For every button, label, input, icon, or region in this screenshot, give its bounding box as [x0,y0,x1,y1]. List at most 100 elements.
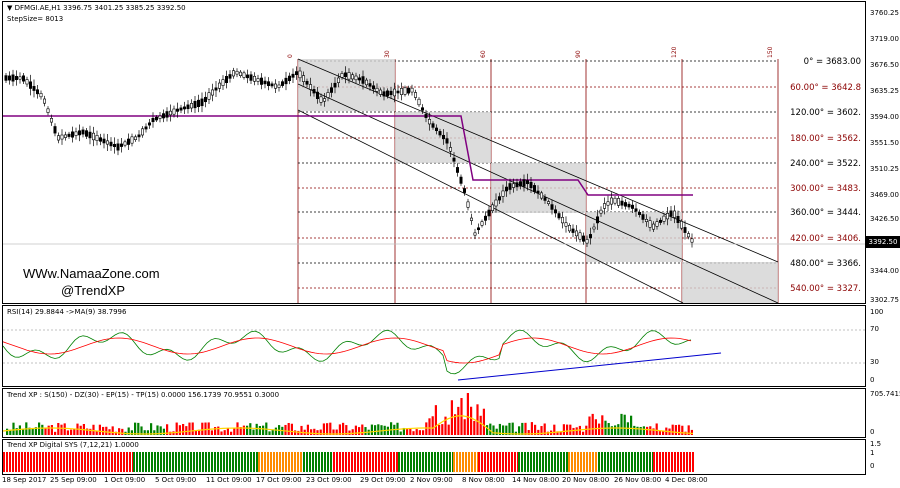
gann-level-label: 360.00° = 3444. [790,208,861,218]
digital-bar [42,452,44,472]
price-chart-panel[interactable]: 0 30 60 90 120 150 0° = 3683.00 60.00° = 3642.8… [2,1,866,304]
trendxp-bar [15,428,18,435]
candle-body [137,134,141,138]
trendxp-bar [434,405,437,435]
time-cycle-label: 60 [480,50,487,58]
trendxp-bar [492,425,495,435]
candle-body [557,213,561,219]
trendxp-bar [511,422,514,435]
digital-bar [378,452,380,472]
candle-body [266,81,270,86]
candle-body [81,129,85,135]
digital-bar [566,452,568,472]
rsi-canvas [3,329,865,381]
trendxp-bar [294,430,297,435]
candle-body [532,185,536,192]
digital-bar [81,452,83,472]
digital-bar [3,452,5,472]
digital-bar [229,452,231,472]
rsi-panel[interactable]: RSI(14) 29.8844 ->MA(9) 38.7996 [2,305,866,387]
digital-bar [285,452,287,472]
time-axis-label: 14 Nov 08:00 [512,476,560,484]
trendxp-bar [390,422,393,435]
digital-bar [279,452,281,472]
digital-bar [607,452,609,472]
digital-bar [282,452,284,472]
candle-body [186,104,190,110]
trendxp-bar [73,428,76,435]
digital-bar [75,452,77,472]
trendxp-bar [406,428,409,435]
trendxp-bar [230,431,233,435]
digital-bar [214,452,216,472]
digital-bar [142,452,144,472]
price-axis-label: 3302.75 [870,296,899,304]
trendxp-bar [681,425,684,435]
digital-bar [610,452,612,472]
dropdown-triangle-icon[interactable]: ▼ [7,4,13,12]
digital-bar [330,452,332,472]
candle-body [385,90,389,97]
digital-bar [372,452,374,472]
trendxp-bar [188,422,191,435]
trendxp-bar [57,423,60,435]
digital-bar [321,452,323,472]
candle-body [462,188,466,193]
trendxp-bar [636,426,639,435]
rsi-axis-30: 30 [870,358,879,366]
digital-bar [105,452,107,472]
digital-bar [692,452,694,472]
trendxp-panel[interactable]: Trend XP : S(150) - DZ(30) - EP(15) - TP… [2,388,866,438]
digital-bar [309,452,311,472]
trendxp-bar [335,429,338,435]
digital-bar [563,452,565,472]
digital-bar [303,452,305,472]
digital-bar [99,452,101,472]
trendxp-bar [166,424,169,435]
candle-body [501,190,505,197]
digital-bar [689,452,691,472]
digital-bar [490,452,492,472]
candle-body [375,87,379,92]
candle-body [28,81,32,89]
digital-bar [250,452,252,472]
trendxp-bar [354,425,357,435]
digital-bar [60,452,62,472]
digital-bar [288,452,290,472]
candle-body [326,92,330,98]
trendxp-bar [690,429,693,435]
digital-bar [478,452,480,472]
trendxp-bar [498,423,501,435]
digital-bar [126,452,128,472]
digital-bar [514,452,516,472]
time-axis-label: 11 Oct 09:00 [206,476,252,484]
digital-bar [244,452,246,472]
digital-bar [369,452,371,472]
trendxp-bar [649,426,652,435]
price-axis-label: 3676.50 [870,61,899,69]
candle-body [294,71,298,75]
trendxp-bar [476,404,479,435]
candle-body [67,133,71,137]
candle-body [525,180,529,185]
digital-bar [533,452,535,472]
digital-bar [312,452,314,472]
time-axis-label: 20 Nov 08:00 [562,476,610,484]
candle-body [25,79,29,85]
candle-body [123,141,127,146]
time-cycle-label: 120 [671,46,678,58]
digital-bar [291,452,293,472]
digital-axis: 1.5 1 0 [866,439,900,475]
candle-body [354,75,358,81]
gann-level-label: 480.00° = 3366. [790,259,861,269]
trendxp-bar [255,423,258,435]
candle-body [364,79,368,86]
digital-bar [264,452,266,472]
candle-body [399,88,403,95]
digital-panel[interactable]: Trend XP Digital SYS (7,12,21) 1.0000 [2,439,866,475]
trendxp-bar [639,426,642,435]
trendxp-bar [105,426,108,435]
digital-bar [536,452,538,472]
candle-body [448,147,452,152]
trendxp-bar [361,424,364,435]
